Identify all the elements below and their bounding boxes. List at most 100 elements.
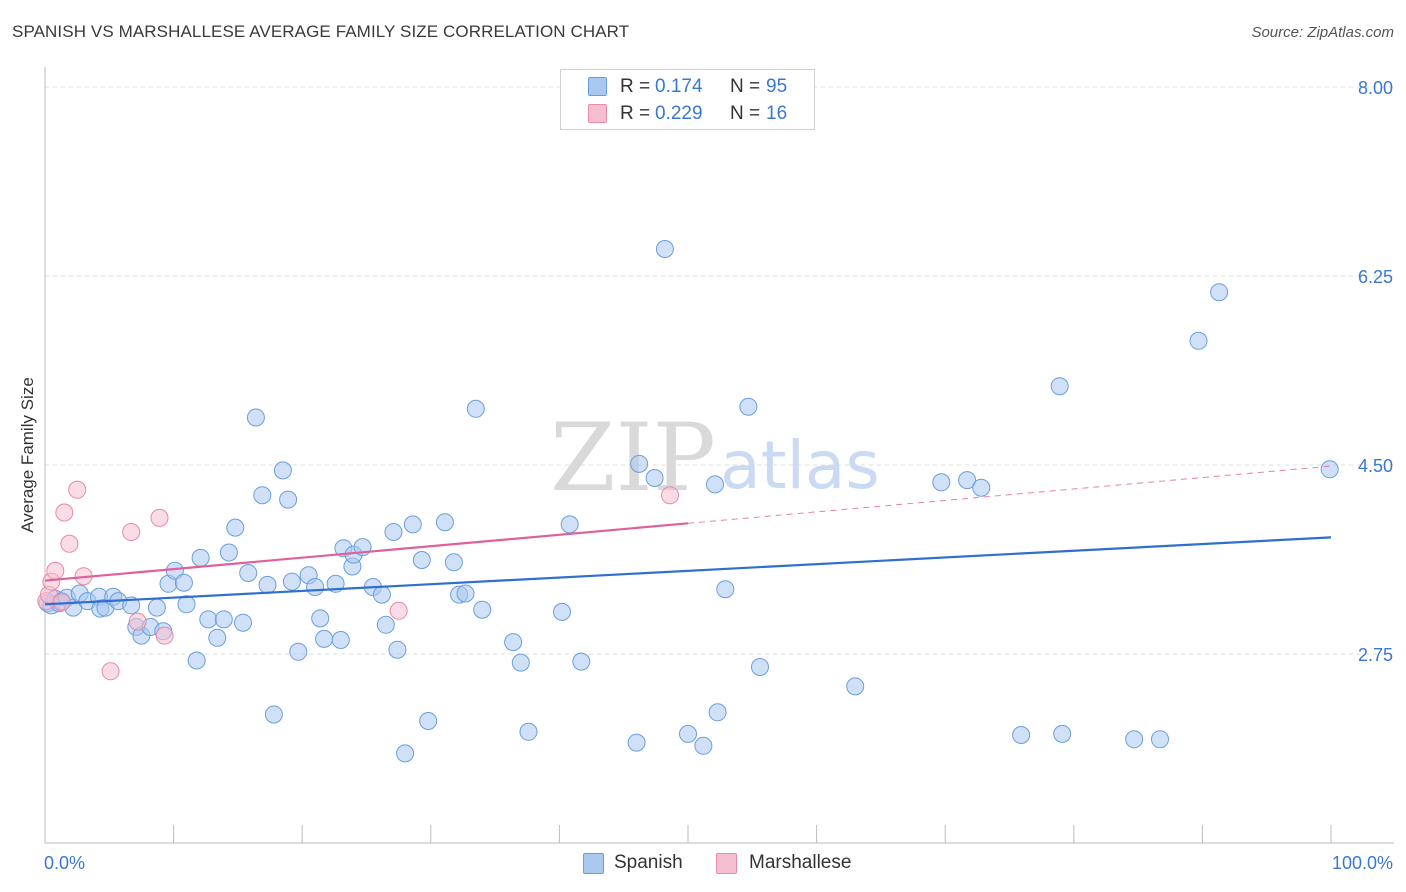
spanish-point <box>694 736 713 755</box>
n-label: N = <box>730 103 761 124</box>
marshallese-point <box>155 626 174 645</box>
spanish-point <box>199 610 218 629</box>
spanish-point <box>331 631 350 649</box>
spanish-point <box>679 724 697 743</box>
spanish-point <box>435 513 454 532</box>
spanish-point <box>560 515 579 534</box>
marshallese-point <box>46 561 65 580</box>
spanish-point <box>315 629 334 648</box>
spanish-point <box>572 652 591 671</box>
spanish-point <box>1125 730 1144 749</box>
n-value: 16 <box>766 103 788 124</box>
y-axis-label: Average Family Size <box>18 377 37 533</box>
marshallese-point <box>55 503 74 522</box>
axes <box>44 67 1394 844</box>
spanish-point <box>1320 460 1339 479</box>
n-label: N = <box>730 76 761 97</box>
spanish-point <box>846 677 865 696</box>
r-label: R = <box>620 76 651 97</box>
spanish-point <box>627 733 646 752</box>
spanish-point <box>289 642 308 661</box>
spanish-point <box>219 543 238 562</box>
y-tick-label: 8.00 <box>1358 78 1393 98</box>
spanish-point <box>1053 724 1072 743</box>
spanish-point <box>208 628 227 647</box>
watermark-atlas: atlas <box>720 427 880 504</box>
legend-series: Spanish Marshallese <box>0 851 1406 879</box>
marshallese-point <box>122 523 141 541</box>
spanish-point <box>214 610 233 629</box>
spanish-point <box>739 397 758 416</box>
legend-label: Marshallese <box>749 852 852 873</box>
y-tick-label: 2.75 <box>1358 645 1393 665</box>
watermark: ZIP atlas <box>550 404 880 513</box>
spanish-point <box>630 454 649 473</box>
spanish-point <box>466 399 485 418</box>
spanish-point <box>932 473 951 492</box>
spanish-point <box>553 602 571 621</box>
r-value: 0.229 <box>655 103 703 124</box>
spanish-point <box>1151 730 1169 749</box>
spanish-point <box>412 551 431 569</box>
spanish-point <box>177 595 196 614</box>
spanish-point <box>456 584 475 603</box>
spanish-point <box>187 651 206 670</box>
spanish-point <box>716 580 735 599</box>
chart-title: SPANISH VS MARSHALLESE AVERAGE FAMILY SI… <box>12 22 630 41</box>
legend-stats: R = 0.174 N = 95 R = 0.229 N = 16 <box>560 69 815 130</box>
x-tick-labels: 0.0% 100.0% <box>44 853 1393 873</box>
legend-label: Spanish <box>614 852 683 873</box>
spanish-point <box>396 744 415 763</box>
spanish-point <box>519 722 538 741</box>
spanish-point <box>174 573 193 592</box>
source-label: Source: ZipAtlas.com <box>1251 24 1394 41</box>
spanish-point <box>384 523 403 541</box>
legend-row-spanish: R = 0.174 N = 95 <box>561 74 814 101</box>
spanish-point <box>1012 726 1031 744</box>
spanish-point <box>473 600 492 619</box>
spanish-point <box>504 633 523 652</box>
spanish-point <box>444 553 463 572</box>
x-tick-label: 100.0% <box>1332 853 1393 873</box>
marshallese-point <box>150 508 169 527</box>
marshallese-trend-line <box>44 522 689 582</box>
spanish-point <box>1210 283 1229 302</box>
spanish-point <box>372 585 391 604</box>
marshallese-swatch <box>716 853 737 874</box>
marshallese-point <box>389 601 408 620</box>
spanish-point <box>1050 377 1069 396</box>
y-tick-label: 6.25 <box>1358 267 1393 287</box>
spanish-point <box>419 712 438 730</box>
spanish-point <box>511 653 530 672</box>
spanish-point <box>246 408 265 427</box>
spanish-trend-line <box>44 536 1332 606</box>
spanish-point <box>1189 331 1208 350</box>
spanish-point <box>403 515 422 534</box>
spanish-point <box>147 598 166 617</box>
spanish-point <box>306 578 325 596</box>
x-tick-label: 0.0% <box>44 853 85 873</box>
spanish-point <box>282 572 301 591</box>
marshallese-swatch <box>588 104 607 123</box>
spanish-point <box>279 490 298 509</box>
spanish-point <box>239 564 258 582</box>
spanish-point <box>234 613 252 632</box>
marshallese-point <box>60 534 79 553</box>
trend-lines <box>44 465 1332 606</box>
spanish-point <box>311 609 330 628</box>
r-label: R = <box>620 103 651 124</box>
spanish-point <box>264 705 283 724</box>
marshallese-point <box>128 612 147 631</box>
spanish-point <box>253 486 272 505</box>
y-tick-label: 4.50 <box>1358 456 1393 476</box>
marshallese-point <box>661 486 679 505</box>
marshallese-point <box>68 480 87 499</box>
y-tick-labels: 2.75 4.50 6.25 8.00 <box>1358 78 1393 665</box>
spanish-point <box>273 461 292 480</box>
spanish-point <box>655 240 674 258</box>
spanish-point <box>706 475 724 494</box>
spanish-point <box>388 640 407 659</box>
marshallese-point <box>101 662 120 681</box>
spanish-point <box>226 518 245 537</box>
spanish-swatch <box>588 77 607 96</box>
